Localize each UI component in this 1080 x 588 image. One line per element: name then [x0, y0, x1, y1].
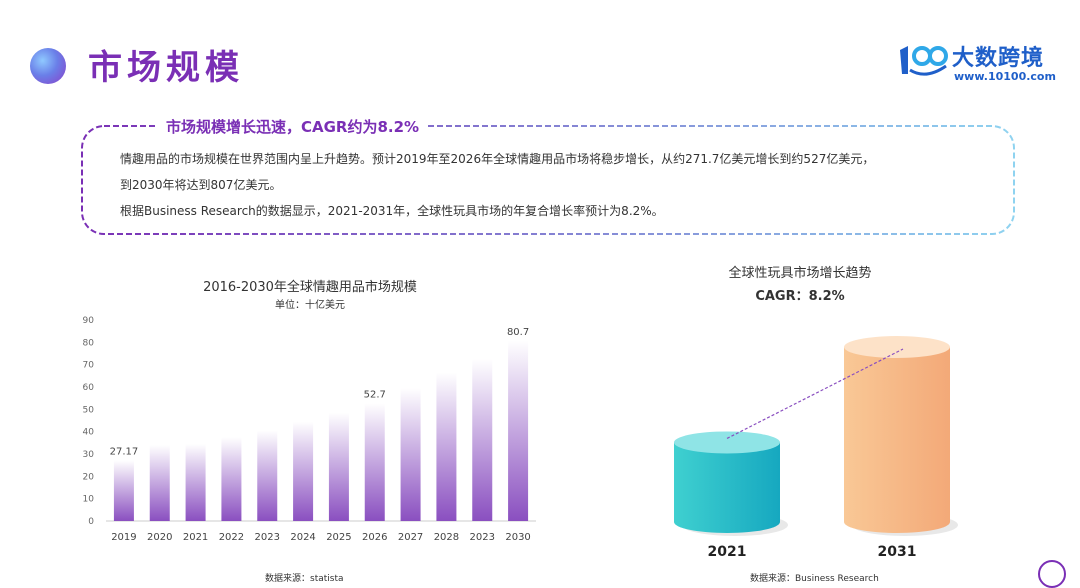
summary-heading: 市场规模增长迅速，CAGR约为8.2% — [158, 116, 428, 137]
cylinder-cap — [674, 431, 780, 454]
data-label: 52.7 — [364, 389, 386, 400]
x-tick-label: 2021 — [183, 532, 208, 543]
x-tick-label: 2023 — [470, 532, 495, 543]
summary-line: 到2030年将达到807亿美元。 — [120, 178, 282, 192]
logo-mark-icon — [900, 46, 948, 76]
y-tick-label: 40 — [83, 428, 95, 438]
y-tick-label: 30 — [83, 450, 95, 460]
bar — [436, 372, 457, 521]
y-tick-label: 80 — [83, 338, 95, 348]
x-tick-label: 2031 — [878, 544, 917, 560]
chart2-cagr: CAGR：8.2% — [755, 289, 845, 304]
page-title: 市场规模 — [88, 48, 244, 88]
x-tick-label: 2020 — [147, 532, 172, 543]
y-tick-label: 90 — [83, 316, 95, 326]
bar — [185, 443, 206, 521]
x-tick-label: 2022 — [219, 532, 244, 543]
x-tick-label: 2023 — [255, 532, 280, 543]
x-tick-label: 2019 — [111, 532, 136, 543]
cylinder-bar — [844, 347, 950, 533]
summary-line: 情趣用品的市场规模在世界范围内呈上升趋势。预计2019年至2026年全球情趣用品… — [120, 152, 875, 166]
bar — [149, 445, 170, 521]
x-tick-label: 2028 — [434, 532, 459, 543]
y-tick-label: 0 — [88, 517, 94, 527]
chart2-source: 数据来源：Business Research — [750, 574, 879, 584]
x-tick-label: 2024 — [290, 532, 315, 543]
logo-name: 大数跨境 — [952, 46, 1045, 71]
data-label: 27.17 — [110, 446, 139, 457]
logo-url: www.10100.com — [954, 70, 1056, 83]
bar — [293, 421, 314, 521]
brand-logo: 大数跨境 www.10100.com — [896, 40, 1066, 90]
data-label: 80.7 — [507, 327, 529, 338]
bar — [221, 437, 242, 521]
bar — [257, 430, 278, 521]
bar — [113, 460, 134, 521]
bar — [328, 412, 349, 521]
cylinder-cap — [844, 336, 950, 358]
chart1-title: 2016-2030年全球情趣用品市场规模 — [203, 280, 417, 295]
summary-line: 根据Business Research的数据显示，2021-2031年，全球性玩… — [120, 204, 664, 218]
bar — [508, 340, 529, 521]
chart1-source: 数据来源：statista — [265, 574, 344, 584]
bar — [400, 388, 421, 521]
chat-bubble-icon[interactable] — [1038, 560, 1066, 588]
chart2-title: 全球性玩具市场增长趋势 — [728, 266, 872, 281]
x-tick-label: 2027 — [398, 532, 423, 543]
summary-frame — [81, 125, 1015, 235]
x-tick-label: 2025 — [326, 532, 351, 543]
x-tick-label: 2021 — [708, 544, 747, 560]
growth-cylinder-chart: 2021 2031 — [674, 336, 958, 560]
chart1-unit: 单位：十亿美元 — [275, 300, 345, 311]
summary-text: 情趣用品的市场规模在世界范围内呈上升趋势。预计2019年至2026年全球情趣用品… — [120, 146, 1000, 224]
bar — [364, 403, 385, 521]
trend-line — [726, 348, 904, 439]
cylinder-bar — [674, 442, 780, 533]
y-tick-label: 10 — [83, 495, 95, 505]
x-tick-label: 2030 — [505, 532, 530, 543]
y-tick-label: 60 — [83, 383, 95, 393]
title-bullet-icon — [30, 48, 66, 84]
bar — [472, 359, 493, 521]
y-tick-label: 20 — [83, 472, 95, 482]
y-tick-label: 50 — [83, 405, 95, 415]
x-tick-label: 2026 — [362, 532, 387, 543]
y-tick-label: 70 — [83, 361, 95, 371]
